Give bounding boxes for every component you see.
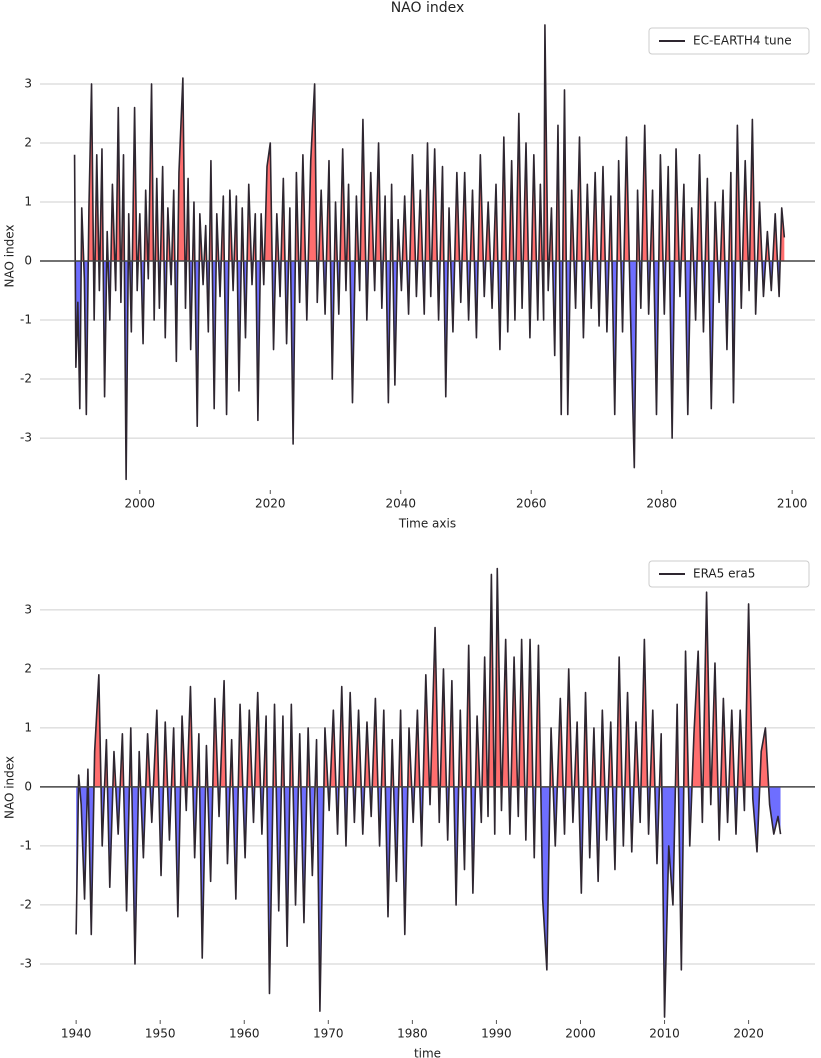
- x-tick-label: 1990: [481, 1027, 512, 1041]
- legend-label: EC-EARTH4 tune: [693, 34, 792, 48]
- x-tick-label: 2080: [646, 497, 677, 511]
- y-tick-label: -3: [20, 431, 32, 445]
- x-tick-label: 1960: [229, 1027, 260, 1041]
- legend-box: [648, 560, 810, 588]
- x-tick-label: 1940: [61, 1027, 92, 1041]
- x-tick-label: 2100: [777, 497, 808, 511]
- x-tick-label: 2000: [125, 497, 156, 511]
- y-tick-label: 0: [24, 254, 32, 268]
- y-tick-label: -1: [20, 838, 32, 852]
- y-tick-label: 3: [24, 76, 32, 90]
- y-tick-label: -2: [20, 372, 32, 386]
- y-tick-label: 1: [24, 195, 32, 209]
- x-axis-label: time: [414, 1047, 441, 1058]
- y-tick-label: -2: [20, 897, 32, 911]
- y-tick-label: 0: [24, 779, 32, 793]
- y-axis-label: NAO index: [3, 756, 17, 819]
- x-tick-label: 2040: [385, 497, 416, 511]
- x-tick-label: 2020: [255, 497, 286, 511]
- x-tick-label: 1950: [145, 1027, 176, 1041]
- positive-area: [78, 568, 769, 787]
- x-tick-label: 1970: [313, 1027, 344, 1041]
- x-tick-label: 1980: [397, 1027, 428, 1041]
- chart-title: NAO index: [391, 0, 465, 16]
- x-tick-label: 2000: [565, 1027, 596, 1041]
- series-line: [75, 567, 782, 1018]
- x-tick-label: 2010: [649, 1027, 680, 1041]
- y-axis-label: NAO index: [3, 224, 17, 287]
- legend-label: ERA5 era5: [693, 567, 755, 581]
- y-tick-label: 1: [24, 720, 32, 734]
- y-tick-label: 3: [24, 602, 32, 616]
- x-tick-label: 2020: [733, 1027, 764, 1041]
- legend-box: [648, 27, 810, 55]
- x-tick-label: 2060: [516, 497, 547, 511]
- y-tick-label: -3: [20, 956, 32, 970]
- y-tick-label: 2: [24, 135, 32, 149]
- y-tick-label: 2: [24, 661, 32, 675]
- y-tick-label: -1: [20, 313, 32, 327]
- series-line: [73, 24, 786, 481]
- x-axis-label: Time axis: [398, 517, 456, 531]
